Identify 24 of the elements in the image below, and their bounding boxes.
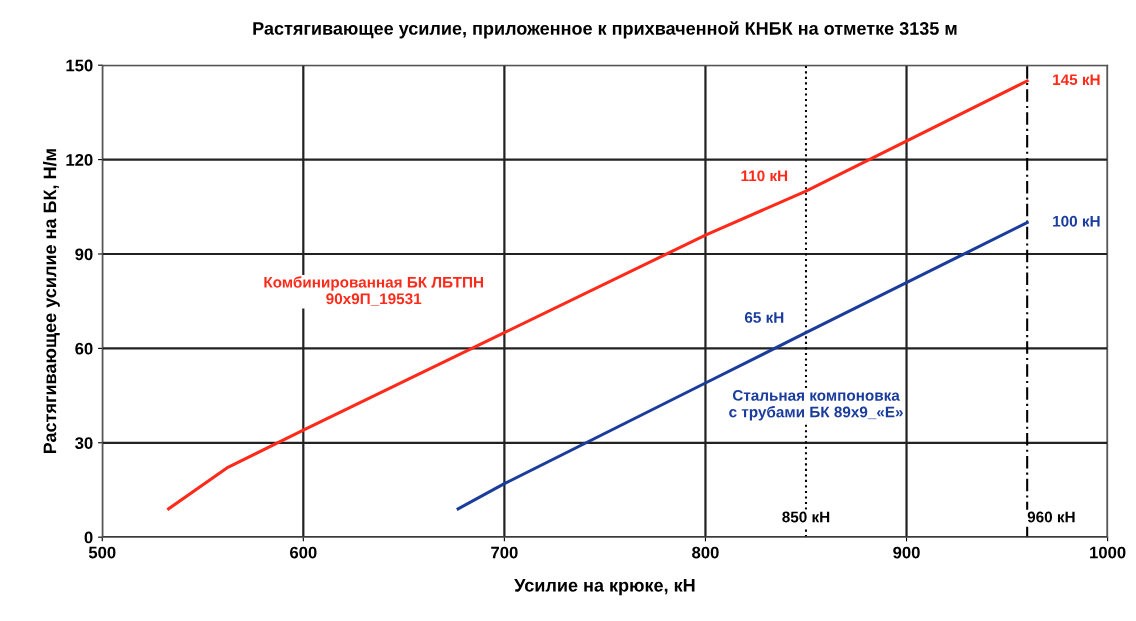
- x-tick-label: 700: [491, 546, 518, 559]
- y-tick-label: 30: [75, 437, 93, 449]
- data-label: 100 кН: [1053, 215, 1100, 227]
- chart-title: Растягивающее усилие, приложенное к прихваченной КНБК на отметке 3135 м: [253, 21, 957, 39]
- y-tick-label: 0: [84, 531, 93, 544]
- text: Комбинированная БК ЛБТПН 90х9П_19531: [264, 276, 483, 306]
- series-label: Стальная компоновка с трубами БК 89х9_«Е»: [729, 389, 903, 421]
- data-label: 110 кН: [741, 170, 788, 182]
- line-series: [167, 79, 1029, 511]
- y-tick-label: 60: [75, 342, 93, 355]
- y-axis-title: Растягивающее усилие на БК, Н/м: [43, 149, 60, 454]
- data-label: 145 кН: [1053, 74, 1100, 86]
- y-tick-label: 90: [75, 248, 93, 261]
- ref-line-label: 850 кН: [782, 511, 830, 523]
- y-tick-label: 150: [66, 59, 93, 72]
- x-tick-label: 600: [290, 546, 317, 559]
- x-tick-label: 800: [692, 546, 719, 559]
- y-tick-label: 120: [66, 154, 93, 166]
- x-tick-label: 900: [893, 546, 920, 559]
- x-tick-label: 500: [88, 546, 116, 559]
- ref-line-label: 960 кН: [1027, 511, 1075, 523]
- x-tick-label: 1000: [1090, 546, 1126, 559]
- x-axis-title: Усилие на крюке, кН: [514, 579, 695, 596]
- data-label: 65 кН: [744, 312, 784, 323]
